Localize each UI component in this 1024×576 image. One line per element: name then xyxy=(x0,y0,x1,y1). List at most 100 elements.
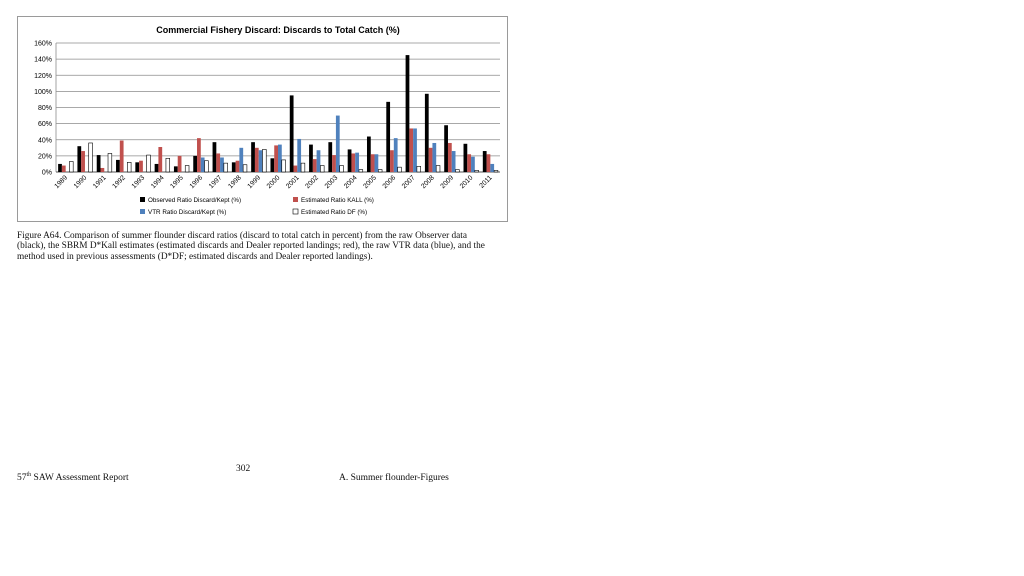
bar-3 xyxy=(490,163,495,172)
bar-1 xyxy=(116,159,120,172)
bar-chart: Commercial Fishery Discard: Discards to … xyxy=(34,25,500,216)
bar-4 xyxy=(88,142,93,173)
bar-4 xyxy=(416,166,421,173)
bar-1 xyxy=(309,144,313,172)
bar-4 xyxy=(107,153,113,173)
bar-1 xyxy=(463,143,468,172)
x-tick-label: 1989 xyxy=(53,174,69,190)
bar-3 xyxy=(297,138,302,172)
y-tick-label: 140% xyxy=(34,57,52,64)
bar-4 xyxy=(223,162,228,173)
bar-4 xyxy=(204,160,209,173)
bar-4 xyxy=(455,169,460,173)
bar-1 xyxy=(58,163,62,172)
report-name: SAW Assessment Report xyxy=(33,473,129,483)
x-tick-label: 2011 xyxy=(478,174,493,189)
x-tick-label: 2006 xyxy=(382,174,398,190)
y-tick-label: 60% xyxy=(38,121,52,128)
x-tick-label: 1995 xyxy=(169,174,185,190)
bar-3 xyxy=(355,152,359,172)
y-tick-label: 0% xyxy=(42,170,52,177)
x-tick-label: 1992 xyxy=(111,174,127,190)
x-tick-label: 1997 xyxy=(208,174,224,190)
bar-2 xyxy=(409,128,414,172)
bar-2 xyxy=(293,165,298,172)
x-tick-label: 2005 xyxy=(362,174,378,190)
bar-1 xyxy=(193,155,198,172)
bar-1 xyxy=(135,162,140,172)
bar-2 xyxy=(254,147,259,172)
y-tick-label: 40% xyxy=(38,137,52,144)
bar-2 xyxy=(332,155,336,172)
bar-2 xyxy=(447,142,452,172)
x-tick-label: 2008 xyxy=(420,174,436,190)
bar-3 xyxy=(316,150,321,172)
legend-swatch xyxy=(140,197,145,202)
bar-3 xyxy=(374,154,379,172)
bar-1 xyxy=(289,95,294,172)
bar-4 xyxy=(339,165,344,173)
figure-caption: Figure A64. Comparison of summer flounde… xyxy=(17,231,485,262)
x-tick-label: 2002 xyxy=(304,174,320,190)
bar-3 xyxy=(200,157,205,172)
bar-4 xyxy=(184,165,190,173)
bar-2 xyxy=(428,147,433,172)
bar-4 xyxy=(474,170,479,173)
legend-label: Estimated Ratio KALL (%) xyxy=(301,197,374,204)
bar-2 xyxy=(370,154,375,172)
section-title: A. Summer flounder-Figures xyxy=(339,473,449,483)
x-tick-label: 2009 xyxy=(440,174,456,190)
bar-1 xyxy=(424,93,429,172)
bar-1 xyxy=(405,55,410,172)
bar-2 xyxy=(486,154,491,172)
bar-1 xyxy=(251,142,255,172)
bar-2 xyxy=(61,165,66,172)
bar-2 xyxy=(139,160,143,172)
y-tick-label: 160% xyxy=(34,41,52,48)
bar-4 xyxy=(358,169,364,173)
y-tick-label: 20% xyxy=(38,153,52,160)
bar-4 xyxy=(165,157,171,173)
bar-2 xyxy=(351,153,356,172)
bar-1 xyxy=(444,125,448,172)
legend-label: VTR Ratio Discard/Kept (%) xyxy=(148,209,226,216)
bar-4 xyxy=(493,170,499,173)
chart-title: Commercial Fishery Discard: Discards to … xyxy=(156,25,399,35)
x-tick-label: 2000 xyxy=(266,174,282,190)
x-tick-label: 2004 xyxy=(343,174,359,190)
bar-3 xyxy=(239,147,244,172)
bar-4 xyxy=(320,165,325,173)
bar-4 xyxy=(69,161,74,173)
legend-label: Estimated Ratio DF (%) xyxy=(301,209,367,216)
bar-2 xyxy=(274,145,278,172)
bar-2 xyxy=(312,159,317,172)
bar-2 xyxy=(216,153,221,172)
bar-4 xyxy=(242,164,248,173)
bar-2 xyxy=(467,154,472,172)
bar-1 xyxy=(173,166,178,172)
bar-3 xyxy=(471,156,475,172)
bar-3 xyxy=(432,142,437,172)
bar-1 xyxy=(212,142,217,172)
bar-1 xyxy=(77,146,82,172)
x-tick-label: 1999 xyxy=(246,174,262,190)
x-tick-label: 2010 xyxy=(459,174,475,190)
bar-1 xyxy=(96,155,101,172)
bar-3 xyxy=(258,150,263,172)
bar-4 xyxy=(281,159,286,173)
bar-3 xyxy=(451,151,456,172)
legend-swatch xyxy=(293,197,298,202)
report-number: 57 xyxy=(17,473,27,483)
legend-swatch xyxy=(292,208,299,215)
bar-4 xyxy=(300,162,306,173)
bar-4 xyxy=(127,162,132,173)
y-tick-label: 120% xyxy=(34,73,52,80)
x-tick-label: 1993 xyxy=(131,174,147,190)
bar-3 xyxy=(335,115,340,172)
x-tick-label: 1994 xyxy=(150,174,166,190)
chart-container: Commercial Fishery Discard: Discards to … xyxy=(17,16,508,222)
bar-1 xyxy=(366,136,371,172)
bar-4 xyxy=(262,149,267,173)
bar-2 xyxy=(235,160,240,172)
x-tick-label: 1998 xyxy=(227,174,243,190)
